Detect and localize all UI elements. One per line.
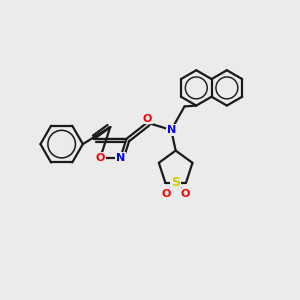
Text: N: N <box>116 153 125 163</box>
Text: O: O <box>162 189 171 199</box>
Text: O: O <box>180 189 190 199</box>
Text: O: O <box>95 153 105 163</box>
Text: N: N <box>167 125 176 135</box>
Text: O: O <box>142 113 152 124</box>
Text: S: S <box>171 176 180 189</box>
